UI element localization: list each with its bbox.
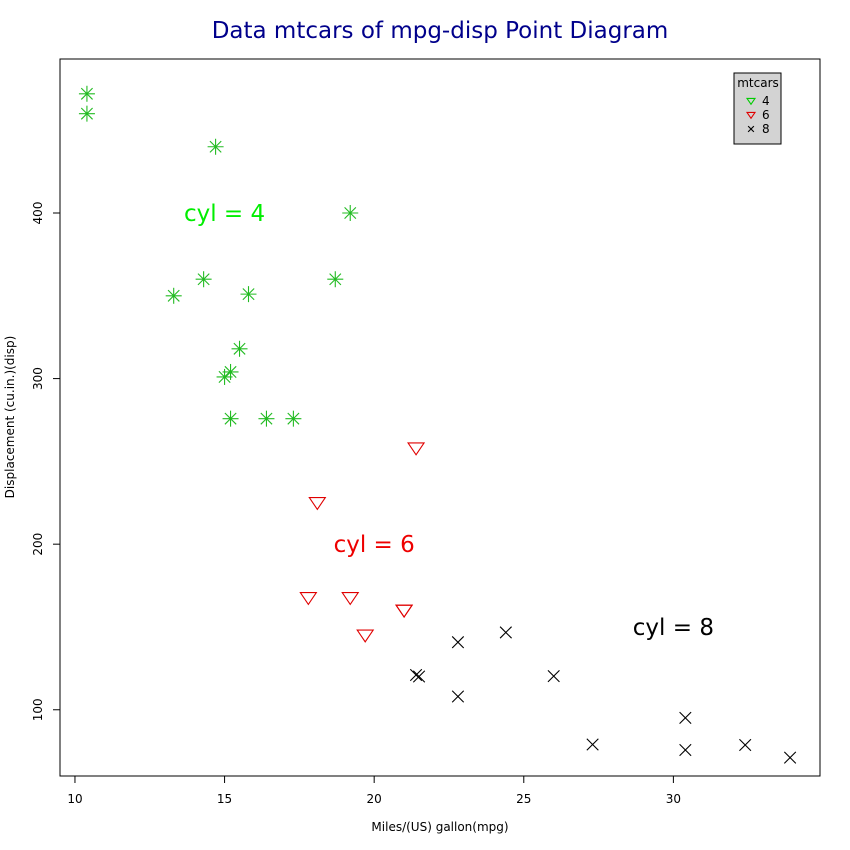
data-point (285, 410, 302, 427)
data-point (395, 604, 414, 619)
legend-entry-label: 8 (762, 122, 770, 136)
legend-entry-label: 6 (762, 108, 770, 122)
data-point (222, 363, 239, 380)
data-point (586, 738, 599, 751)
annotation-label: cyl = 6 (334, 532, 415, 558)
data-point (327, 271, 344, 288)
legend: mtcars 468 (733, 72, 782, 145)
data-point (356, 629, 375, 643)
data-points (78, 85, 797, 764)
data-point (739, 738, 752, 752)
x-tick-label: 25 (516, 792, 531, 806)
legend-entry-label: 4 (762, 94, 770, 108)
annotation-label: cyl = 8 (633, 615, 714, 641)
legend-marker (747, 125, 755, 133)
data-point (342, 204, 359, 221)
chart-title: Data mtcars of mpg-disp Point Diagram (212, 18, 669, 44)
data-point (499, 626, 512, 639)
y-axis: 100 200 300 400 (31, 202, 61, 721)
data-point (783, 751, 797, 764)
legend-title: mtcars (737, 76, 779, 90)
y-tick-label: 300 (31, 367, 45, 390)
data-point (409, 668, 423, 682)
y-axis-label: Displacement (cu.in.)(disp) (3, 336, 17, 499)
data-point (258, 410, 275, 427)
data-point (165, 287, 182, 304)
data-point (407, 442, 426, 456)
y-tick-label: 100 (31, 698, 45, 721)
data-point (679, 711, 692, 725)
x-tick-label: 20 (367, 792, 382, 806)
y-tick-label: 400 (31, 202, 45, 225)
annotations: cyl = 4 cyl = 6 cyl = 8 (184, 201, 714, 641)
plot-area (59, 58, 821, 777)
data-point (222, 410, 239, 427)
y-tick-label: 200 (31, 533, 45, 556)
data-point (195, 271, 212, 288)
data-point (78, 85, 95, 102)
legend-marker (745, 111, 757, 120)
data-point (451, 690, 465, 703)
data-point (679, 743, 692, 757)
annotation-label: cyl = 4 (184, 201, 265, 227)
x-axis: 10 15 20 25 30 (67, 775, 681, 806)
data-point (231, 340, 248, 357)
x-axis-label: Miles/(US) gallon(mpg) (371, 820, 508, 834)
x-tick-label: 15 (217, 792, 232, 806)
data-point (78, 105, 95, 122)
data-point (308, 497, 327, 511)
data-point (341, 592, 360, 606)
legend-marker (745, 97, 757, 106)
legend-box (733, 72, 782, 145)
data-point (412, 670, 426, 683)
x-tick-label: 10 (67, 792, 82, 806)
data-point (395, 604, 414, 619)
data-point (547, 670, 560, 683)
data-point (207, 138, 224, 155)
data-point (451, 636, 465, 649)
x-tick-label: 30 (666, 792, 681, 806)
data-point (240, 286, 257, 303)
data-point (299, 592, 318, 606)
